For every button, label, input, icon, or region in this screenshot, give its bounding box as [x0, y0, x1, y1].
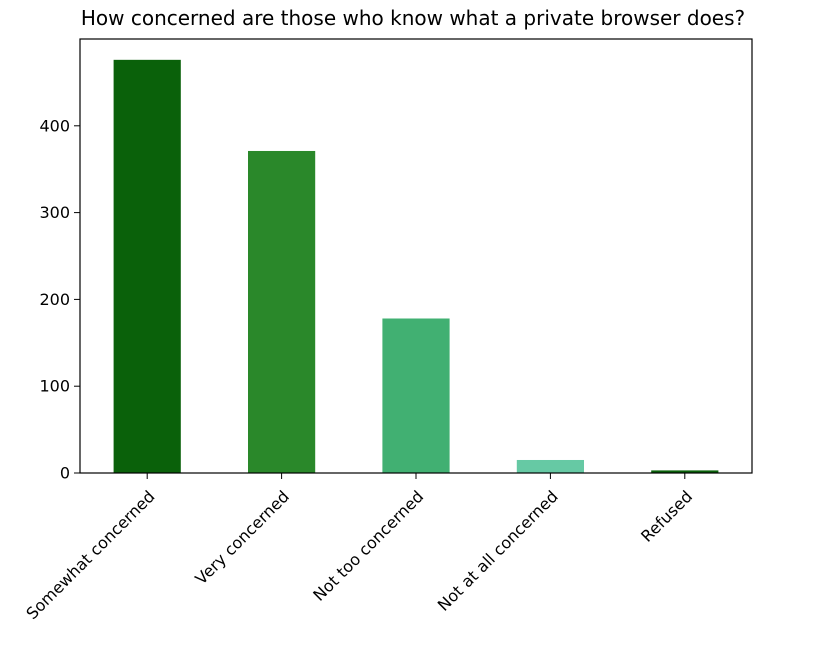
y-axis: 0 100 200 300 400 — [39, 116, 80, 483]
x-tick-label: Refused — [637, 487, 696, 546]
y-tick-label: 100 — [39, 377, 70, 396]
x-axis: Somewhat concerned Very concerned Not too … — [22, 473, 696, 623]
y-tick-label: 300 — [39, 203, 70, 222]
y-tick-label: 0 — [60, 464, 70, 483]
bar-refused — [651, 470, 719, 473]
y-tick-label: 200 — [39, 290, 70, 309]
bar-not-too-concerned — [382, 318, 450, 473]
bar-somewhat-concerned — [113, 59, 181, 473]
x-tick-label: Very concerned — [191, 487, 292, 588]
bars-group — [113, 59, 719, 474]
chart-title: How concerned are those who know what a … — [81, 6, 745, 30]
x-tick-label: Somewhat concerned — [22, 487, 158, 623]
plot-frame — [79, 38, 753, 474]
x-tick-label: Not too concerned — [309, 487, 427, 605]
bar-very-concerned — [248, 150, 316, 474]
bar-not-at-all-concerned — [516, 459, 584, 473]
x-tick-label: Not at all concerned — [434, 487, 562, 615]
y-tick-label: 400 — [39, 116, 70, 135]
